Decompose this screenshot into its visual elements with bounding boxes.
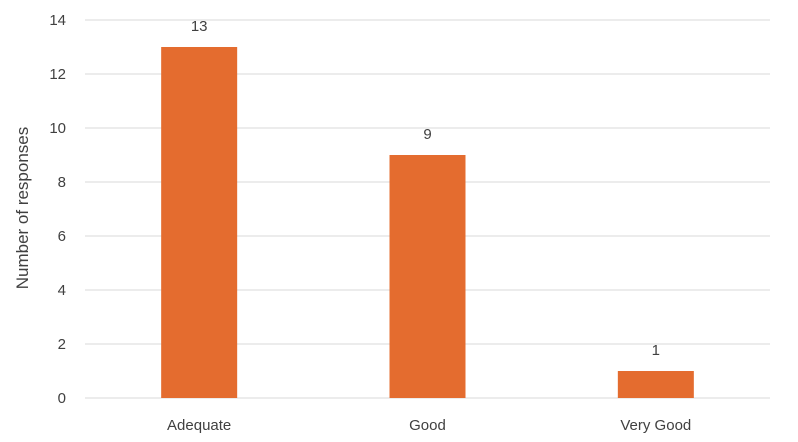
x-axis-categories: Adequate Good Very Good <box>167 417 691 434</box>
y-axis-title: Number of responses <box>13 127 32 290</box>
bars <box>161 47 694 398</box>
y-tick-label: 8 <box>58 174 66 191</box>
y-tick-label: 12 <box>49 66 66 83</box>
data-labels: 13 9 1 <box>191 18 660 359</box>
y-tick-label: 4 <box>58 282 66 299</box>
y-axis-ticks: 0 2 4 6 8 10 12 14 <box>49 12 66 407</box>
data-label: 9 <box>423 126 431 143</box>
bar <box>389 155 466 398</box>
data-label: 13 <box>191 18 208 35</box>
data-label: 1 <box>652 342 660 359</box>
x-category-label: Good <box>409 417 446 434</box>
y-tick-label: 14 <box>49 12 66 29</box>
x-category-label: Very Good <box>620 417 691 434</box>
y-tick-label: 0 <box>58 390 66 407</box>
y-tick-label: 10 <box>49 120 66 137</box>
bar <box>617 371 694 398</box>
y-tick-label: 2 <box>58 336 66 353</box>
bar <box>161 47 238 398</box>
x-category-label: Adequate <box>167 417 231 434</box>
y-tick-label: 6 <box>58 228 66 245</box>
